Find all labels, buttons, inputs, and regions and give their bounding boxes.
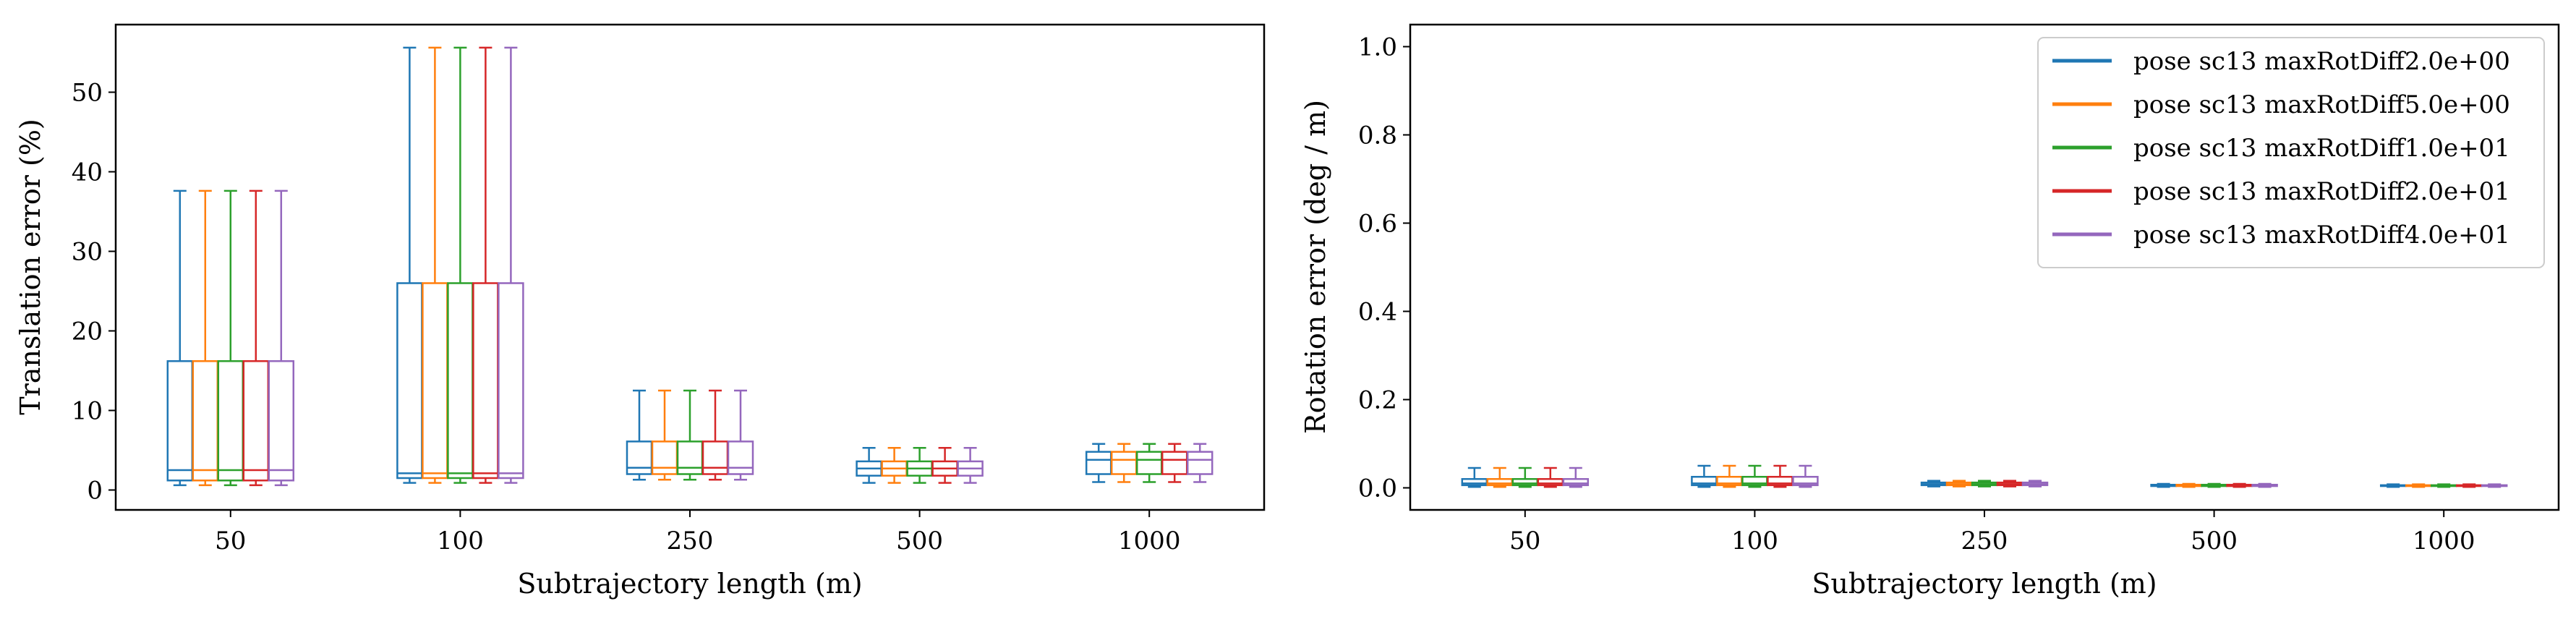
x-tick-label: 50 xyxy=(215,527,246,555)
rotation-boxes xyxy=(1461,464,2508,488)
box-250-series-5 xyxy=(2021,480,2049,487)
x-tick-label: 250 xyxy=(1961,527,2008,555)
box-1000-series-4 xyxy=(2455,483,2483,488)
translation-x-axis-label: Subtrajectory length (m) xyxy=(517,568,862,600)
rotation-error-chart: 0.0 0.2 0.4 0.6 0.8 1.0 50 100 250 500 1000 Subtra… xyxy=(1300,23,2560,600)
y-tick-label: 0.2 xyxy=(1358,386,1397,415)
box-100-series-2 xyxy=(1716,464,1743,488)
box-body xyxy=(1186,451,1214,475)
box-50-series-2 xyxy=(192,189,219,487)
y-tick-label: 40 xyxy=(72,158,103,187)
box-50-series-4 xyxy=(242,189,270,487)
y-tick-label: 0.6 xyxy=(1358,210,1397,239)
x-tick-label: 50 xyxy=(1509,527,1540,555)
legend-label: pose sc13 maxRotDiff2.0e+01 xyxy=(2133,177,2510,206)
box-500-series-3 xyxy=(2201,482,2227,488)
box-100-series-5 xyxy=(498,46,524,484)
box-500-series-5 xyxy=(2251,482,2278,488)
legend: pose sc13 maxRotDiff2.0e+00 pose sc13 max… xyxy=(2037,37,2545,268)
legend-label: pose sc13 maxRotDiff2.0e+00 xyxy=(2133,47,2510,76)
legend-entry: pose sc13 maxRotDiff5.0e+00 xyxy=(2052,90,2510,119)
y-tick-label: 0.8 xyxy=(1358,122,1397,150)
y-tick-label: 50 xyxy=(72,79,103,108)
box-body xyxy=(498,282,524,480)
y-tick-label: 0.4 xyxy=(1358,298,1397,327)
rotation-ticks: 0.0 0.2 0.4 0.6 0.8 1.0 50 100 250 500 1000 xyxy=(1358,33,2475,556)
translation-y-axis-label: Translation error (%) xyxy=(14,119,46,415)
box-1000-series-5 xyxy=(2481,483,2508,488)
box-250-series-4 xyxy=(701,389,729,481)
translation-boxes xyxy=(166,46,1214,487)
legend-entries: pose sc13 maxRotDiff2.0e+00 pose sc13 max… xyxy=(2052,47,2510,250)
y-tick-label: 20 xyxy=(72,318,103,346)
legend-frame xyxy=(2037,37,2545,268)
x-tick-label: 1000 xyxy=(1118,527,1181,555)
box-500-series-3 xyxy=(906,446,933,484)
box-100-series-5 xyxy=(1792,464,1819,488)
y-tick-label: 1.0 xyxy=(1358,33,1397,62)
box-1000-series-3 xyxy=(2430,483,2457,488)
box-body xyxy=(1792,476,1819,487)
box-500-series-1 xyxy=(2150,482,2177,488)
y-tick-label: 0 xyxy=(87,477,103,506)
rotation-x-axis-label: Subtrajectory length (m) xyxy=(1812,568,2157,600)
box-body xyxy=(727,440,754,475)
box-body xyxy=(268,360,295,482)
box-1000-series-1 xyxy=(1085,443,1112,483)
y-tick-label: 30 xyxy=(72,238,103,267)
box-1000-series-5 xyxy=(1186,443,1214,483)
y-tick-label: 0.0 xyxy=(1358,474,1397,503)
legend-label: pose sc13 maxRotDiff5.0e+00 xyxy=(2133,90,2510,119)
y-tick-label: 10 xyxy=(72,397,103,426)
legend-entry: pose sc13 maxRotDiff4.0e+01 xyxy=(2052,221,2510,250)
translation-error-chart: 0 10 20 30 40 50 50 100 250 500 1000 Subtrajectory… xyxy=(14,23,1266,600)
translation-ticks: 0 10 20 30 40 50 50 100 250 500 1000 xyxy=(72,79,1181,556)
box-50-series-5 xyxy=(268,189,295,487)
box-250-series-5 xyxy=(727,389,754,481)
box-100-series-4 xyxy=(1767,464,1794,488)
legend-entry: pose sc13 maxRotDiff2.0e+00 xyxy=(2052,47,2510,76)
x-tick-label: 100 xyxy=(1731,527,1778,555)
x-tick-label: 250 xyxy=(667,527,714,555)
box-500-series-5 xyxy=(957,446,984,484)
legend-entry: pose sc13 maxRotDiff2.0e+01 xyxy=(2052,177,2510,206)
legend-entry: pose sc13 maxRotDiff1.0e+01 xyxy=(2052,134,2510,163)
box-250-series-2 xyxy=(1945,480,1973,487)
box-100-series-3 xyxy=(1741,464,1768,488)
x-tick-label: 500 xyxy=(2191,527,2238,555)
box-body xyxy=(1562,478,1590,487)
box-1000-series-1 xyxy=(2379,483,2407,488)
box-500-series-4 xyxy=(2226,482,2253,488)
legend-label: pose sc13 maxRotDiff1.0e+01 xyxy=(2133,134,2510,163)
x-tick-label: 1000 xyxy=(2413,527,2475,555)
legend-label: pose sc13 maxRotDiff4.0e+01 xyxy=(2133,221,2510,250)
box-50-series-3 xyxy=(1511,466,1539,488)
x-tick-label: 500 xyxy=(896,527,943,555)
box-1000-series-2 xyxy=(2405,483,2432,488)
box-500-series-2 xyxy=(2175,482,2202,488)
box-50-series-5 xyxy=(1562,466,1590,488)
x-tick-label: 100 xyxy=(437,527,484,555)
rotation-y-axis-label: Rotation error (deg / m) xyxy=(1300,100,1331,434)
